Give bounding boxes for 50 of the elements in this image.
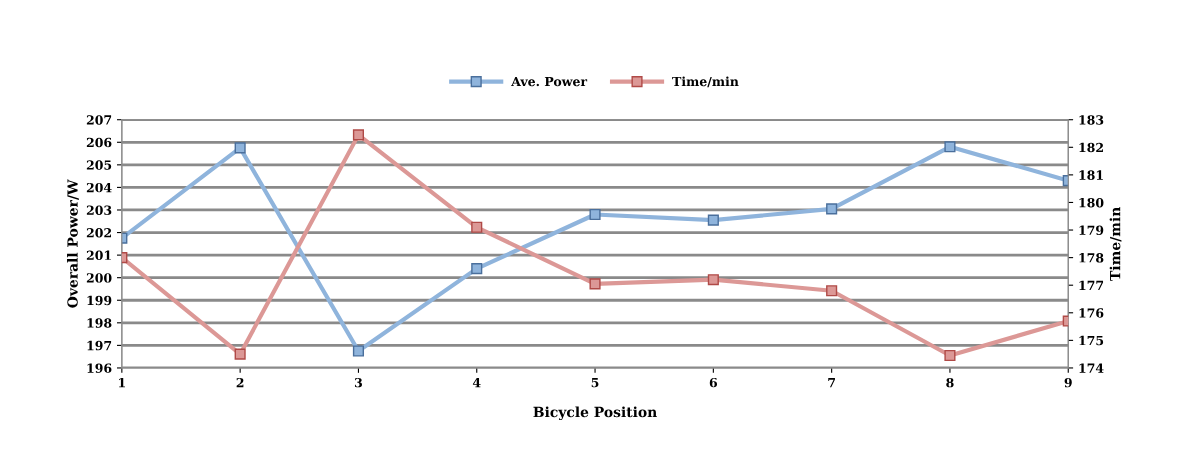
y-tick-label: 202 (86, 228, 111, 238)
point (234, 348, 246, 360)
y2-tick-label: 179 (1079, 225, 1104, 235)
y2-tick-label: 181 (1079, 170, 1103, 180)
x-tick-label: 8 (946, 377, 954, 388)
point (826, 203, 838, 215)
y-tick-label: 197 (87, 340, 112, 351)
y2-tick-label: 177 (1079, 280, 1104, 290)
y-tick-label: 200 (86, 273, 112, 283)
point (944, 141, 956, 153)
point (589, 208, 601, 221)
point (234, 142, 246, 154)
y2-tick-label: 176 (1079, 308, 1104, 318)
point (707, 214, 719, 226)
y-tick-label: 205 (86, 160, 112, 170)
y-tick-label: 207 (86, 115, 112, 125)
y2-tick-label: 174 (1079, 363, 1104, 373)
point (707, 274, 719, 286)
y2-axis-title: Time/min (1109, 207, 1122, 281)
x-tick-label: 2 (236, 377, 244, 388)
legend-label: Ave. Power (511, 76, 588, 87)
y-tick-label: 199 (87, 295, 112, 306)
x-axis-title: Bicycle Position (533, 406, 657, 421)
point (352, 129, 365, 141)
y-tick-label: 201 (86, 250, 111, 261)
y2-tick-label: 182 (1079, 142, 1103, 153)
x-tick-label: 3 (354, 377, 362, 388)
y-tick-label: 204 (86, 182, 112, 193)
point (471, 221, 483, 233)
point (826, 285, 838, 297)
x-tick-label: 6 (709, 377, 718, 388)
legend-label: Time/min (672, 76, 739, 88)
point (944, 349, 956, 362)
x-tick-label: 4 (472, 377, 481, 388)
y2-tick-label: 180 (1079, 197, 1104, 208)
x-tick-label: 9 (1064, 377, 1072, 388)
x-tick-label: 1 (119, 377, 125, 388)
x-tick-label: 5 (591, 378, 599, 388)
y-tick-label: 198 (87, 318, 112, 328)
y-tick-label: 206 (86, 137, 112, 148)
point (589, 278, 601, 290)
y2-tick-label: 178 (1079, 253, 1104, 263)
y-tick-label: 196 (87, 363, 112, 373)
y2-tick-label: 183 (1079, 115, 1104, 125)
point (471, 263, 483, 275)
point (352, 345, 365, 357)
y-axis-title: Overall Power/W (67, 179, 79, 308)
y2-tick-label: 175 (1079, 335, 1104, 346)
y-tick-label: 203 (86, 205, 112, 215)
x-tick-label: 7 (828, 378, 835, 388)
